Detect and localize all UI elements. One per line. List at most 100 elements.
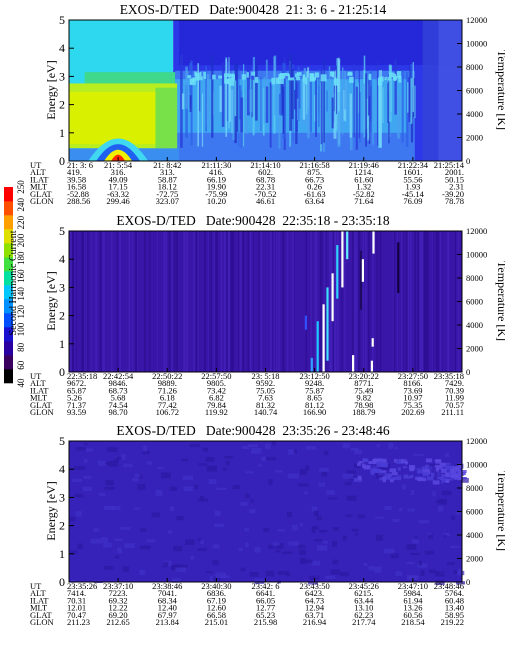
- table-cell: 23:27:50: [398, 371, 428, 381]
- y-tick-label-right: 0: [466, 367, 470, 377]
- heatmap-speckle: [124, 543, 135, 548]
- heatmap-streak: [223, 231, 226, 372]
- table-cell: 219.22: [441, 617, 464, 627]
- y-tick-label-right: 12000: [466, 15, 487, 25]
- table-cell: 16.58: [67, 182, 86, 192]
- row-label: MLT: [30, 603, 48, 613]
- heatmap-speckle: [146, 539, 156, 543]
- heatmap-streak: [273, 231, 275, 372]
- colorbar-tick-label: 220: [16, 215, 26, 229]
- heatmap-streak: [397, 94, 400, 139]
- heatmap-speckle: [212, 560, 219, 566]
- heatmap-streak: [86, 231, 89, 372]
- table-cell: 215.01: [205, 617, 228, 627]
- heatmap-band: [421, 466, 429, 471]
- table-cell: 21: 8:42: [153, 160, 181, 170]
- heatmap-streak: [341, 231, 343, 372]
- table-cell: 78.98: [354, 400, 373, 410]
- table-cell: 13.40: [445, 603, 464, 613]
- heatmap-streak: [371, 231, 374, 372]
- heatmap-speckle: [110, 505, 121, 510]
- table-cell: 217.74: [352, 617, 376, 627]
- table-cell: 5764.: [445, 588, 464, 598]
- heatmap-speckle: [222, 468, 227, 471]
- heatmap-band: [425, 458, 433, 463]
- heatmap-streak: [401, 231, 403, 372]
- heatmap-speckle: [392, 519, 400, 522]
- heatmap-streak: [365, 73, 367, 147]
- heatmap-speckle: [299, 523, 303, 527]
- table-cell: 65.23: [256, 610, 275, 620]
- heatmap-streak: [220, 231, 223, 372]
- heatmap-speckle: [428, 534, 433, 539]
- heatmap-speckle: [316, 516, 322, 521]
- y-tick-label: 1: [59, 126, 65, 140]
- heatmap-streak: [173, 231, 175, 372]
- table-cell: 212.65: [106, 617, 129, 627]
- heatmap-streak: [432, 231, 434, 372]
- heatmap-streak: [414, 231, 417, 372]
- y-axis-left: 0 1 2 3 4 5: [59, 224, 463, 379]
- heatmap-streak: [331, 97, 334, 129]
- table-cell: 9672.: [67, 378, 86, 388]
- heatmap-band: [417, 469, 424, 474]
- heatmap-speckle: [307, 581, 318, 585]
- table-cell: 78.78: [445, 196, 464, 206]
- heatmap-streak: [95, 231, 98, 372]
- heatmap-speckle: [388, 442, 394, 449]
- heatmap-speckle: [287, 473, 299, 479]
- table-cell: 875.: [307, 167, 322, 177]
- heatmap-streak: [99, 231, 102, 372]
- heatmap-speckle: [137, 484, 146, 490]
- heatmap-streak: [314, 72, 320, 78]
- y-tick-label-right: 2000: [466, 133, 483, 143]
- heatmap-streak: [344, 70, 346, 110]
- heatmap-streak: [166, 231, 168, 372]
- heatmap-speckle: [244, 493, 250, 499]
- heatmap-streak: [229, 78, 235, 86]
- heatmap-streak: [392, 231, 394, 372]
- heatmap-speckle: [117, 547, 123, 553]
- y-tick-label-right: 10000: [466, 460, 487, 470]
- table-cell: 98.70: [109, 407, 128, 417]
- heatmap-speckle: [435, 571, 445, 577]
- heatmap-band: [431, 472, 435, 477]
- y-tick-label-right: 8000: [466, 273, 483, 283]
- heatmap-spike: [304, 315, 307, 330]
- table-cell: 23:43:50: [299, 581, 329, 591]
- heatmap-streak: [206, 74, 210, 126]
- heatmap-streak: [310, 231, 312, 372]
- table-cell: 65.87: [67, 385, 86, 395]
- row-label: GLON: [30, 617, 54, 627]
- heatmap-streak: [423, 231, 425, 372]
- table-cell: 9248.: [305, 378, 324, 388]
- heatmap-speckle: [321, 471, 328, 477]
- heatmap-speckle: [357, 514, 365, 519]
- heatmap-spike: [310, 357, 313, 372]
- heatmap-streak: [291, 68, 294, 120]
- heatmap-speckle: [285, 571, 290, 577]
- heatmap-streak: [71, 231, 74, 372]
- heatmap-spike: [361, 259, 364, 282]
- table-cell: 12.22: [109, 603, 128, 613]
- heatmap-speckle: [83, 475, 92, 479]
- row-label: ALT: [30, 167, 47, 177]
- heatmap-band: [450, 474, 459, 478]
- heatmap-speckle: [394, 446, 398, 450]
- heatmap-speckle: [432, 491, 436, 497]
- heatmap-speckle: [340, 572, 349, 577]
- heatmap-speckle: [105, 480, 114, 486]
- heatmap-streak: [286, 231, 289, 372]
- heatmap-band: [450, 468, 455, 474]
- table-cell: 21:14:10: [250, 160, 280, 170]
- heatmap-streak: [205, 66, 207, 132]
- y-axis-label-right: Temperature [K]: [495, 50, 505, 130]
- table-cell: 211.23: [67, 617, 90, 627]
- heatmap-streak: [333, 231, 336, 372]
- heatmap-speckle: [74, 493, 84, 498]
- table-cell: 316.: [111, 167, 126, 177]
- y-tick-label-right: 12000: [466, 436, 487, 446]
- table-cell: 61.94: [403, 595, 423, 605]
- heatmap-streak: [271, 231, 273, 372]
- y-tick-label-right: 10000: [466, 39, 487, 49]
